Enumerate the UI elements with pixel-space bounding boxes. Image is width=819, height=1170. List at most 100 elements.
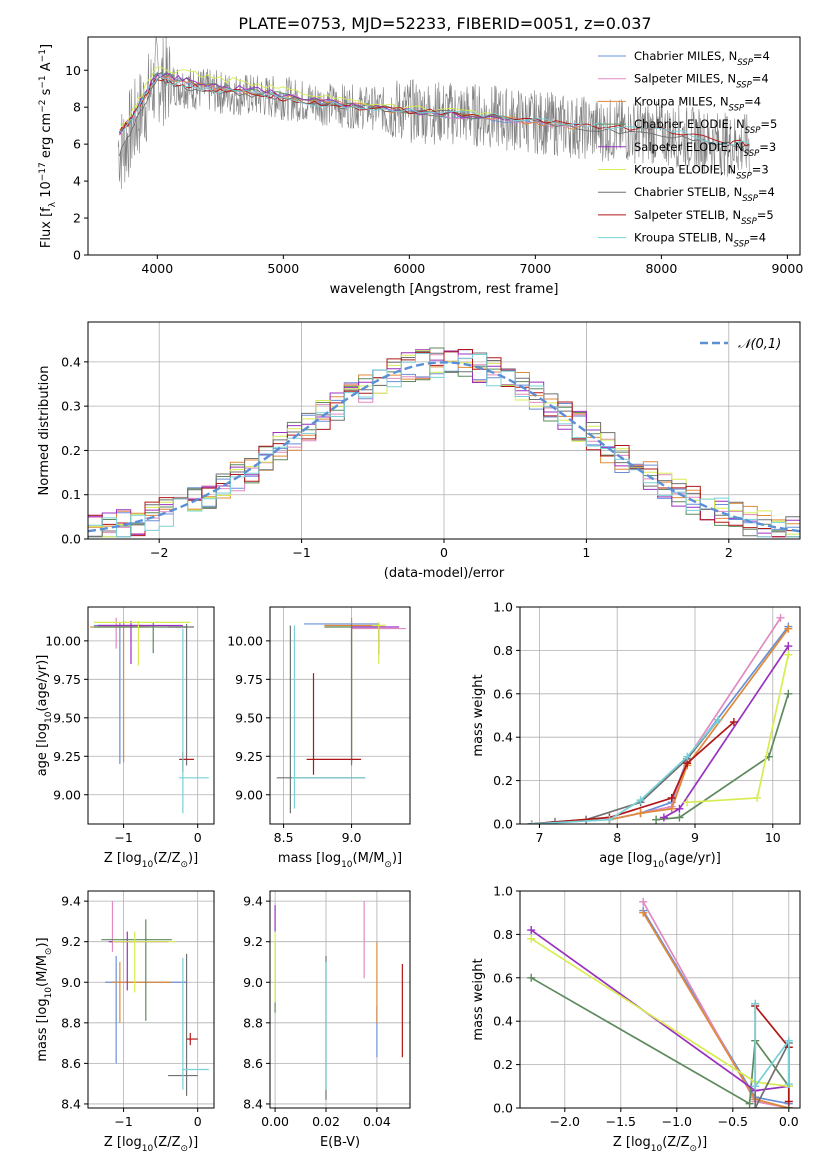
y-tick-label: 6 [73, 137, 81, 152]
legend-label: Salpeter ELODIE, NSSP=3 [634, 140, 776, 159]
weight-line [754, 1003, 790, 1108]
x-tick-label: 5000 [267, 261, 299, 276]
x-tick-label: 8000 [645, 261, 677, 276]
legend-label: Salpeter MILES, NSSP=4 [634, 72, 769, 91]
weight-line [609, 625, 789, 821]
weight-line [530, 937, 789, 1088]
errorbar-4 [108, 931, 169, 991]
y-tick-label: 9.2 [61, 934, 81, 949]
x-tick-label: 0 [440, 545, 448, 560]
x-tick-label: 9.0 [342, 830, 362, 845]
weight-marker [714, 715, 723, 724]
spectrum-frame [87, 36, 801, 256]
residuals-xlabel: (data-model)/error [384, 566, 505, 581]
weight-marker [527, 973, 536, 982]
x-tick-label: 4000 [141, 261, 173, 276]
y-tick-label: 10.00 [227, 633, 263, 648]
weight-marker [784, 1036, 793, 1045]
massweight-vs-Z-marks [527, 897, 793, 1108]
errorbar-3 [324, 623, 379, 766]
weight-marker [784, 1097, 793, 1106]
y-tick-label: 4 [73, 174, 81, 189]
y-tick-label: 8.8 [61, 1015, 81, 1030]
massweight-vs-age-ylabel: mass weight [471, 674, 486, 756]
mass-vs-Z-xlabel: Z [log10(Z/Z⊙)] [104, 1135, 198, 1154]
weight-line [530, 929, 789, 1092]
y-tick-label: 0.6 [493, 686, 513, 701]
weight-marker [659, 813, 668, 822]
y-tick-label: 8.4 [61, 1096, 81, 1111]
mass-vs-Z-marks [101, 901, 209, 1096]
age-vs-mass-xlabel: mass [log10(M/M⊙)] [278, 851, 402, 870]
massweight-vs-age-axes: 7 8 9 10 0.0 0.2 0.4 0.6 0.8 1.0 age [log10(age/yr… [471, 600, 801, 870]
weight-marker [639, 908, 648, 917]
errorbar-8 [291, 625, 366, 809]
y-tick-label: 9.75 [235, 672, 263, 687]
weight-marker [776, 613, 785, 622]
weight-marker [639, 897, 648, 906]
age-vs-Z-marks [90, 617, 209, 814]
y-tick-label: 10.00 [45, 633, 81, 648]
legend-label: Chabrier ELODIE, NSSP=5 [634, 117, 777, 136]
weight-marker [784, 1080, 793, 1089]
age-vs-mass-marks [276, 617, 406, 814]
spectrum-legend: Chabrier MILES, NSSP=4 Salpeter MILES, NS… [598, 49, 777, 250]
legend-label: Kroupa MILES, NSSP=4 [634, 94, 761, 113]
weight-marker [636, 809, 645, 818]
age-vs-Z-xlabel: Z [log10(Z/Z⊙)] [104, 851, 198, 870]
spectrum-model-line [119, 75, 750, 146]
errorbar-6 [168, 623, 194, 766]
y-tick-label: 9.4 [243, 894, 263, 909]
x-tick-label: 1 [582, 545, 590, 560]
y-tick-label: 10 [65, 63, 81, 78]
weight-marker [667, 804, 676, 813]
weight-marker [784, 624, 793, 633]
weight-marker [745, 1099, 754, 1108]
weight-line [642, 901, 789, 1108]
legend-label: Kroupa STELIB, NSSP=4 [634, 231, 766, 250]
age-vs-Z-frame [87, 606, 215, 825]
y-tick-label: 8 [73, 100, 81, 115]
x-tick-label: −2.0 [550, 1114, 580, 1129]
weight-marker [605, 815, 614, 824]
y-tick-label: 0.2 [61, 443, 81, 458]
weight-marker [784, 689, 793, 698]
y-tick-label: 9.00 [53, 787, 81, 802]
errorbar-0 [93, 622, 143, 764]
mass-vs-Z-frame [87, 890, 215, 1109]
errorbar-3 [101, 919, 172, 1021]
massweight-vs-Z-ylabel: mass weight [471, 958, 486, 1040]
normal-curve [88, 361, 800, 533]
age-vs-Z-ylabel: age [log10(age/yr)] [35, 655, 54, 777]
mass-vs-EBV-axes: 0.00 0.02 0.04 8.4 8.6 8.8 9.0 9.2 9.4 E(B-V) [243, 890, 411, 1150]
spectrum-model-line [119, 67, 511, 131]
weight-marker [683, 752, 692, 761]
y-tick-label: 0.2 [493, 773, 513, 788]
y-tick-label: 0.6 [493, 970, 513, 985]
y-tick-label: 8.6 [243, 1056, 263, 1071]
errorbar-2 [324, 617, 386, 761]
y-tick-label: 1.0 [493, 600, 513, 615]
x-tick-label: 6000 [393, 261, 425, 276]
y-tick-label: 0 [73, 248, 81, 263]
x-tick-label: 2 [725, 545, 733, 560]
errorbar-5 [371, 622, 386, 664]
x-tick-label: −1 [114, 830, 132, 845]
mass-vs-EBV-xlabel: E(B-V) [320, 1135, 360, 1150]
y-tick-label: 9.25 [53, 749, 81, 764]
y-tick-label: 0.8 [493, 643, 513, 658]
weight-marker [636, 796, 645, 805]
massweight-vs-Z-frame [519, 890, 801, 1109]
errorbar-8 [182, 957, 209, 1090]
x-tick-label: 0.0 [779, 1114, 799, 1129]
weight-marker [527, 820, 536, 824]
x-tick-label: −0.5 [718, 1114, 748, 1129]
weight-line [609, 628, 789, 821]
y-tick-label: 9.00 [235, 787, 263, 802]
x-tick-label: 0 [194, 1114, 202, 1129]
x-tick-label: −2 [150, 545, 168, 560]
residual-histogram [88, 353, 800, 538]
x-tick-label: 9 [691, 830, 699, 845]
x-tick-label: −1.0 [662, 1114, 692, 1129]
y-tick-label: 9.4 [61, 894, 81, 909]
